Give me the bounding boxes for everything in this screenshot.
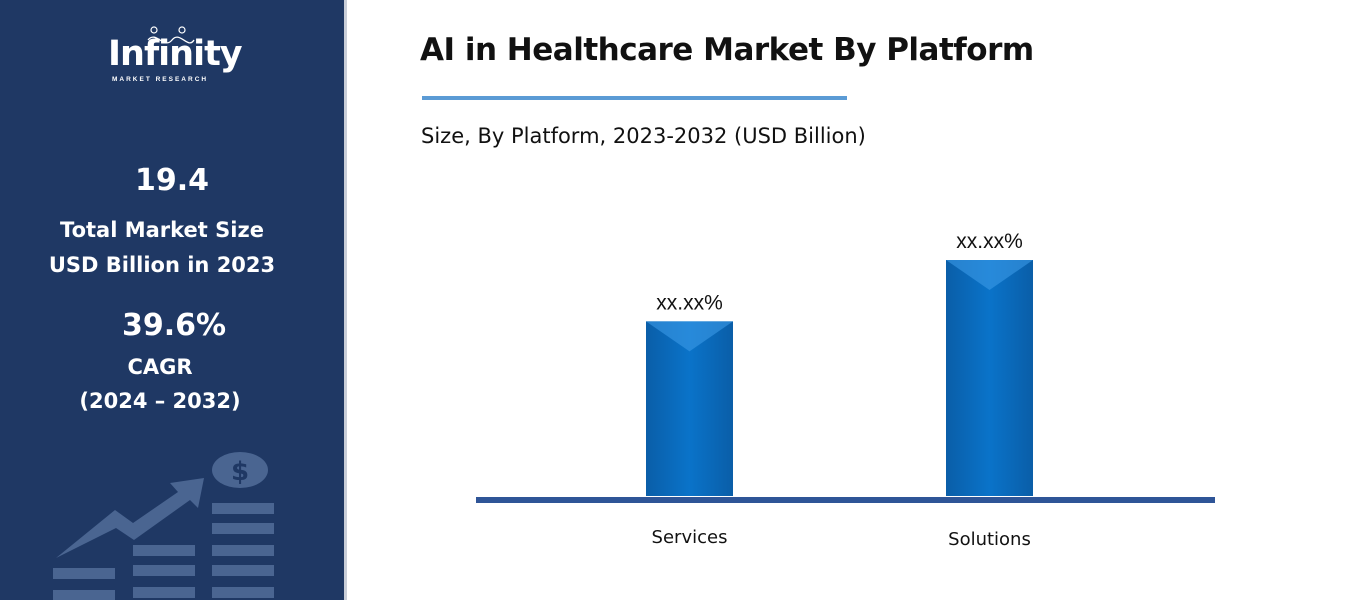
- bar-solutions: [946, 260, 1033, 496]
- cagr-value: 39.6%: [121, 308, 227, 343]
- market-size-label: Total Market Size: [60, 218, 264, 242]
- sidebar: Infinity MARKET RESEARCH 19.4 Total Mark…: [0, 0, 347, 600]
- x-tick-label: Services: [652, 527, 728, 548]
- cagr-period: (2024 – 2032): [79, 389, 241, 413]
- logo-infinity-icon: [147, 26, 195, 44]
- svg-text:$: $: [231, 457, 249, 487]
- bar-highlight: [946, 260, 1033, 290]
- market-size-value: 19.4: [134, 163, 210, 198]
- growth-chart-dollar-icon: $: [53, 452, 274, 600]
- logo-tagline: MARKET RESEARCH: [112, 76, 209, 83]
- market-size-unit: USD Billion in 2023: [48, 253, 276, 277]
- data-label: xx.xx%: [656, 291, 723, 314]
- title-underline: [422, 96, 847, 100]
- chart-subtitle: Size, By Platform, 2023-2032 (USD Billio…: [421, 124, 866, 148]
- logo-name: Infinity: [108, 34, 243, 74]
- cagr-label: CAGR: [127, 355, 193, 379]
- bar-highlight: [646, 321, 733, 352]
- x-tick-label: Solutions: [948, 529, 1031, 550]
- data-label: xx.xx%: [956, 230, 1023, 253]
- chart-title: AI in Healthcare Market By Platform: [420, 32, 1034, 68]
- logo: Infinity MARKET RESEARCH: [108, 26, 248, 88]
- x-axis-line: [476, 497, 1215, 503]
